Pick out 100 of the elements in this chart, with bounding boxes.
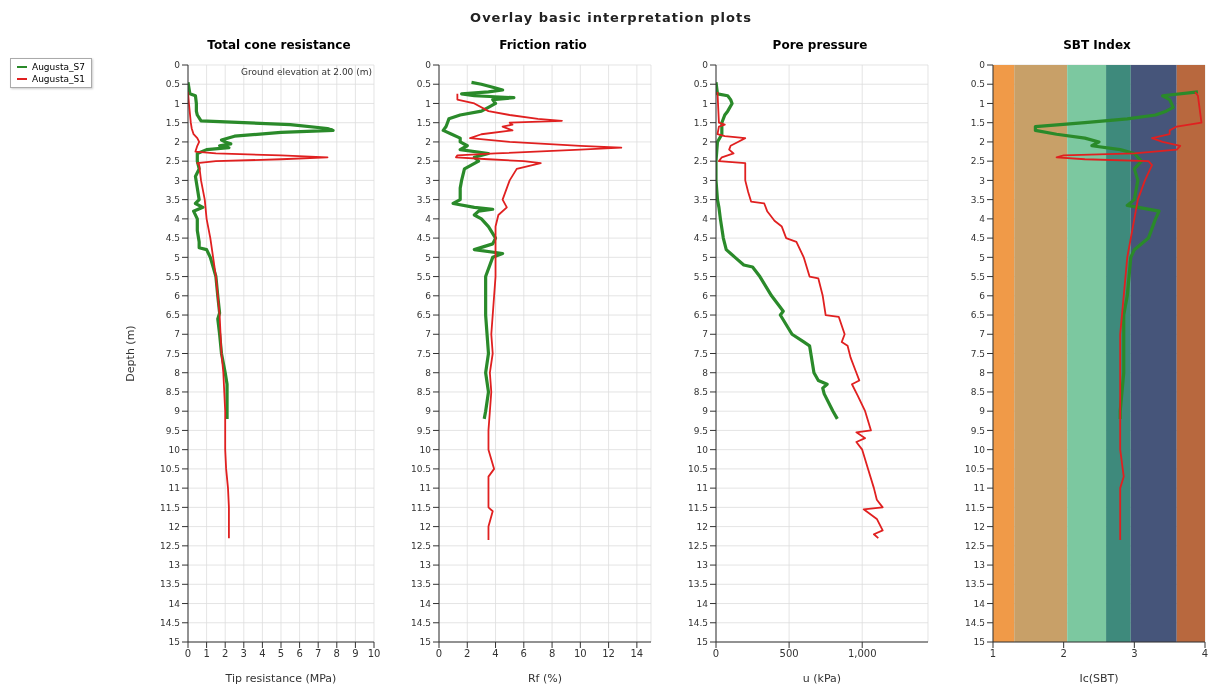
line-series	[716, 80, 839, 421]
y-tick-label: 8.5	[693, 387, 708, 398]
y-tick-label: 5	[979, 252, 985, 263]
y-tick-label: 9.5	[165, 425, 180, 436]
y-tick-label: 10.5	[159, 464, 180, 475]
y-tick-label: 5.5	[165, 271, 180, 282]
y-tick-label: 12.5	[410, 541, 431, 552]
x-tick-label: 10	[573, 648, 587, 660]
y-tick-label: 4	[979, 214, 986, 225]
y-tick-label: 7.5	[693, 348, 708, 359]
y-tick-label: 9	[979, 406, 986, 417]
x-tick-label: 4	[492, 648, 499, 660]
x-tick-label: 2	[464, 648, 471, 660]
y-tick-label: 8	[702, 367, 709, 378]
x-tick-label: 0	[712, 648, 720, 660]
y-tick-label: 10.5	[964, 464, 985, 475]
line-series	[441, 80, 516, 421]
y-tick-label: 11	[696, 483, 708, 494]
y-tick-label: 11	[168, 483, 180, 494]
y-tick-label: 4.5	[970, 233, 985, 244]
x-tick-label: 1	[203, 648, 210, 660]
x-tick-label: 6	[520, 648, 527, 660]
x-tick-label: 9	[352, 648, 359, 660]
y-tick-label: 11	[419, 483, 431, 494]
y-tick-label: 3	[979, 175, 985, 186]
y-tick-label: 2	[702, 137, 708, 148]
y-tick-label: 10.5	[687, 464, 708, 475]
y-tick-label: 8	[174, 367, 181, 378]
chart-title: Friction ratio	[498, 38, 588, 52]
y-tick-label: 7	[425, 329, 431, 340]
y-tick-label: 7.5	[970, 348, 985, 359]
y-tick-label: 1.5	[693, 117, 708, 128]
y-tick-label: 10	[973, 444, 986, 455]
x-tick-label: 0	[184, 648, 192, 660]
y-tick-label: 15	[973, 637, 985, 648]
y-tick-label: 3	[425, 175, 431, 186]
y-tick-label: 7	[702, 329, 708, 340]
y-tick-label: 12.5	[159, 541, 180, 552]
y-tick-label: 6	[702, 290, 709, 301]
y-tick-label: 13	[419, 560, 431, 571]
y-tick-label: 14	[168, 598, 181, 609]
y-tick-label: 3	[174, 175, 180, 186]
y-tick-label: 13.5	[159, 579, 180, 590]
y-tick-label: 14	[973, 598, 986, 609]
y-tick-label: 1	[174, 98, 180, 109]
y-tick-label: 4	[174, 214, 181, 225]
x-tick-label: 4	[1201, 648, 1209, 660]
y-tick-label: 14.5	[964, 617, 985, 628]
y-tick-label: 11.5	[964, 502, 985, 513]
y-tick-label: 4.5	[165, 233, 180, 244]
y-tick-label: 11.5	[687, 502, 708, 513]
x-tick-label: 8	[548, 648, 556, 660]
x-tick-label: 2	[1060, 648, 1067, 660]
y-tick-label: 14.5	[410, 617, 431, 628]
y-tick-label: 5.5	[693, 271, 708, 282]
x-tick-label: 5	[277, 648, 285, 660]
x-tick-label: 4	[259, 648, 266, 660]
x-tick-label: 500	[779, 648, 799, 660]
y-tick-label: 14.5	[687, 617, 708, 628]
legend-label: Augusta_S1	[32, 73, 85, 85]
y-axis-title: Depth (m)	[123, 325, 137, 382]
y-tick-label: 13.5	[687, 579, 708, 590]
y-tick-label: 14	[419, 598, 432, 609]
y-tick-label: 0	[979, 60, 986, 71]
x-tick-label: 1	[989, 648, 997, 660]
y-tick-label: 13	[168, 560, 180, 571]
y-tick-label: 4	[702, 214, 709, 225]
y-tick-label: 1.5	[970, 117, 985, 128]
y-tick-label: 2.5	[970, 156, 985, 167]
chart-title: Total cone resistance	[206, 38, 352, 52]
y-tick-label: 6	[979, 290, 986, 301]
y-tick-label: 5	[174, 252, 180, 263]
y-tick-label: 6.5	[165, 310, 180, 321]
x-tick-label: 8	[333, 648, 340, 660]
y-tick-label: 2	[979, 137, 985, 148]
x-tick-label: 2	[222, 648, 229, 660]
y-tick-label: 11	[973, 483, 985, 494]
y-tick-label: 9.5	[970, 425, 985, 436]
x-tick-label: 12	[602, 648, 615, 660]
y-tick-label: 2.5	[165, 156, 180, 167]
y-tick-label: 9.5	[416, 425, 431, 436]
y-tick-label: 13	[973, 560, 985, 571]
y-tick-label: 14	[696, 598, 709, 609]
line-series	[455, 92, 623, 541]
y-tick-label: 10	[419, 444, 432, 455]
y-tick-label: 4	[425, 214, 432, 225]
y-tick-label: 13	[696, 560, 708, 571]
y-tick-label: 12.5	[964, 541, 985, 552]
y-tick-label: 1	[425, 98, 431, 109]
y-tick-label: 6.5	[970, 310, 985, 321]
y-tick-label: 12.5	[687, 541, 708, 552]
line-series	[1033, 90, 1200, 421]
y-tick-label: 9.5	[693, 425, 708, 436]
y-tick-label: 3	[702, 175, 708, 186]
x-tick-label: 7	[315, 648, 322, 660]
y-tick-label: 7	[979, 329, 985, 340]
y-tick-label: 11.5	[410, 502, 431, 513]
y-tick-label: 0	[174, 60, 181, 71]
line-series	[1055, 91, 1203, 541]
y-tick-label: 6	[174, 290, 181, 301]
